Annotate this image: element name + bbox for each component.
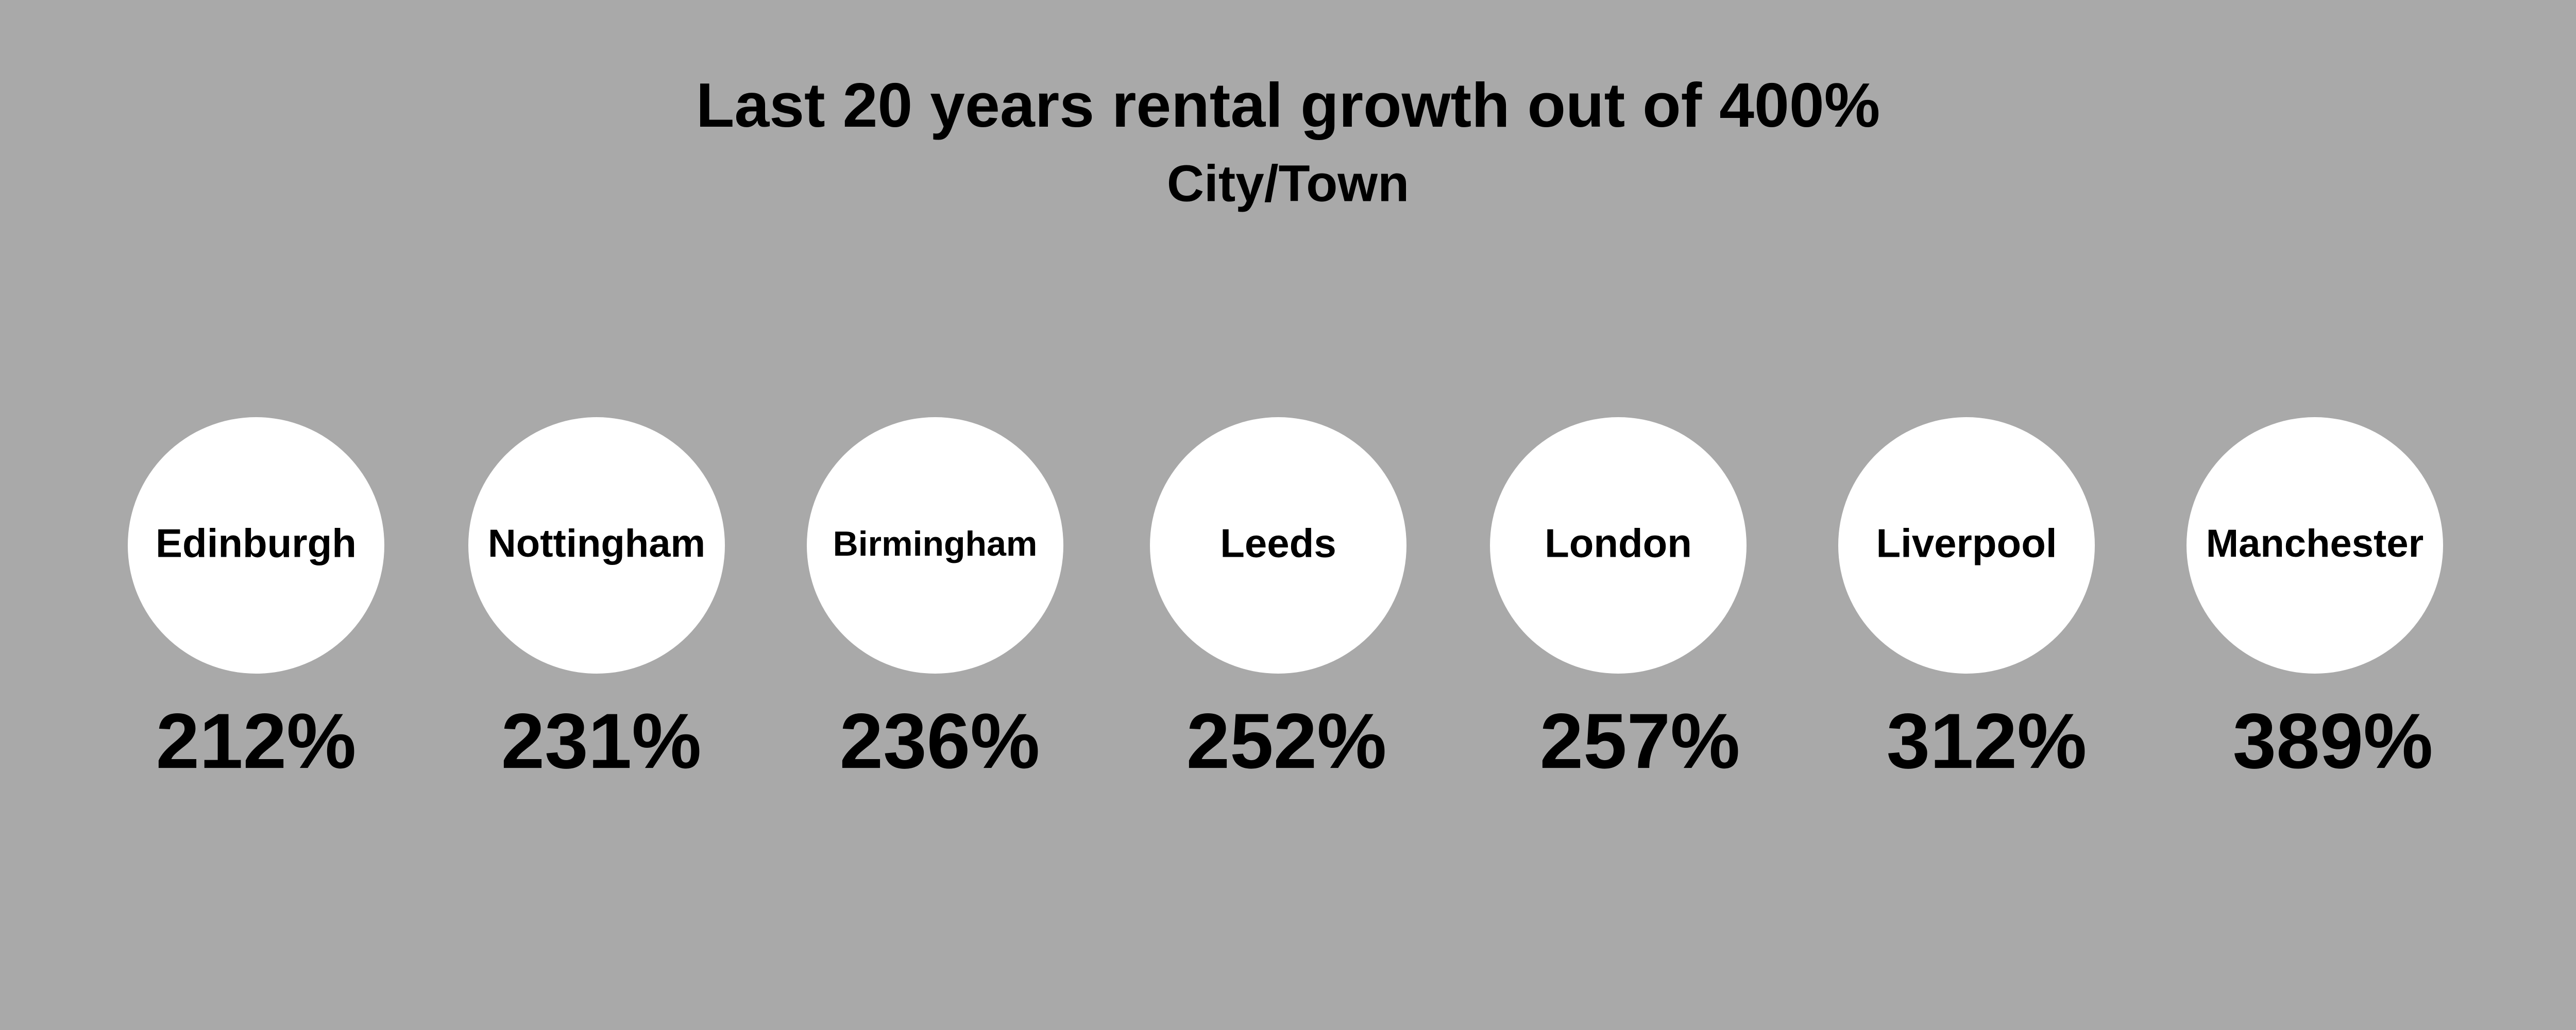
city-label: Nottingham (488, 522, 705, 565)
city-label: London (1545, 521, 1692, 566)
city-label: Edinburgh (156, 521, 357, 566)
growth-value: 312% (1887, 697, 2087, 785)
growth-value: 257% (1540, 697, 1740, 785)
growth-value: 236% (840, 697, 1040, 785)
subtitle: City/Town (1167, 154, 1409, 212)
growth-value: 231% (501, 697, 702, 785)
growth-value: 252% (1187, 697, 1387, 785)
city-label: Birmingham (833, 524, 1038, 563)
growth-value: 389% (2233, 697, 2433, 785)
city-label: Leeds (1220, 521, 1336, 566)
title: Last 20 years rental growth out of 400% (696, 70, 1880, 140)
city-circle (2187, 417, 2443, 674)
city-circle (1490, 417, 1747, 674)
city-label: Liverpool (1876, 521, 2057, 566)
city-circle (1838, 417, 2095, 674)
city-circle (1150, 417, 1406, 674)
city-circle (468, 417, 725, 674)
city-circle (128, 417, 384, 674)
city-circle (807, 417, 1063, 674)
city-label: Manchester (2206, 522, 2424, 565)
growth-value: 212% (156, 697, 357, 785)
